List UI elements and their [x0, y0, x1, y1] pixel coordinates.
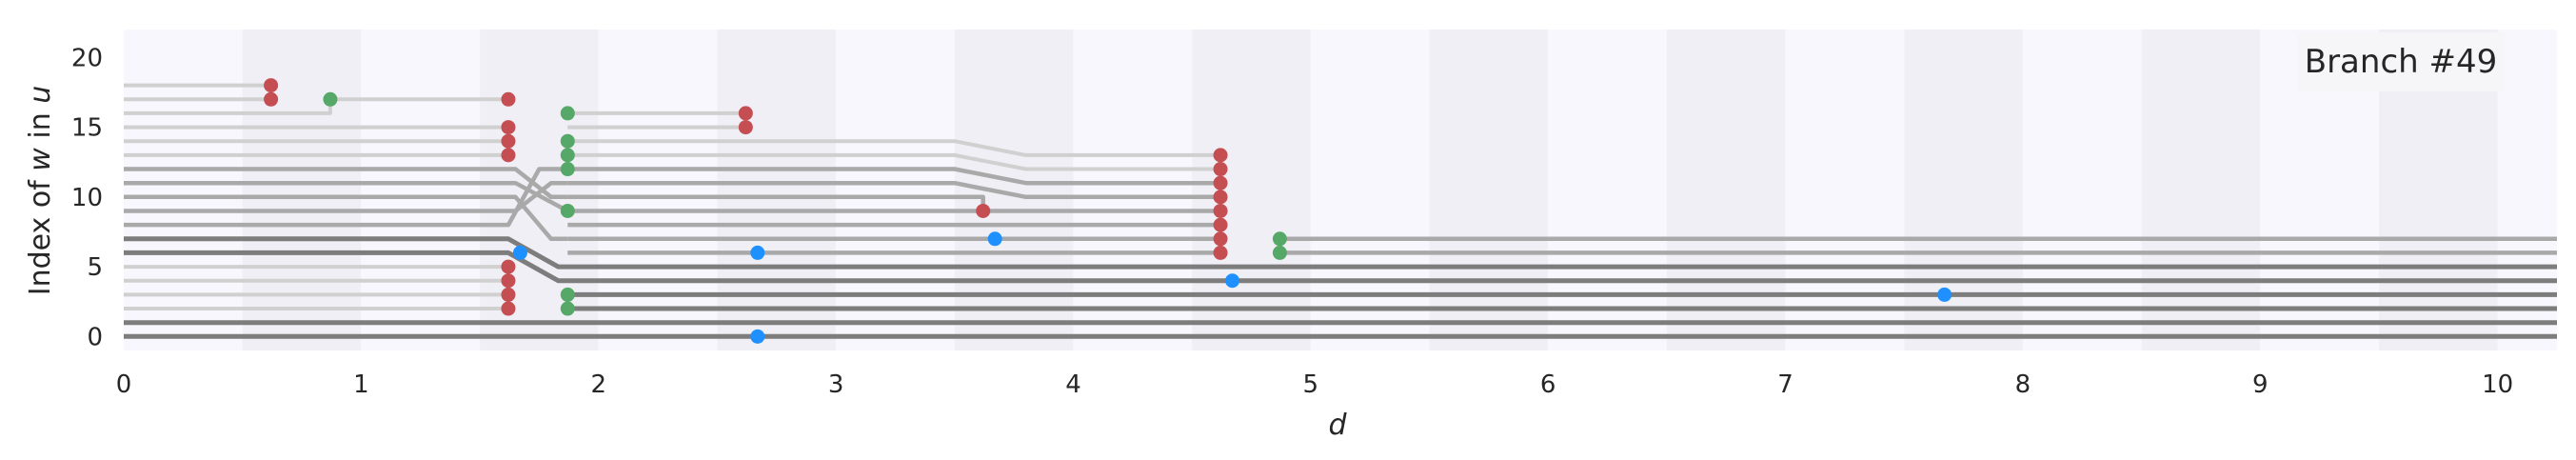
- start-marker: [1213, 231, 1228, 247]
- end-marker: [323, 91, 338, 107]
- start-marker: [1213, 203, 1228, 218]
- x-tick-label: 7: [1777, 370, 1793, 399]
- start-marker: [501, 273, 516, 289]
- y-tick-label: 15: [71, 114, 103, 143]
- start-marker: [1213, 217, 1228, 232]
- event-marker: [987, 231, 1002, 247]
- event-marker: [750, 245, 765, 260]
- y-tick-label: 0: [87, 323, 103, 351]
- series-line: [124, 194, 568, 242]
- background-band: [1310, 30, 1430, 350]
- series-line: [567, 167, 1221, 186]
- background-band: [1548, 30, 1667, 350]
- start-marker: [501, 259, 516, 274]
- start-marker: [264, 91, 279, 107]
- x-tick-label: 1: [353, 370, 369, 399]
- x-tick-label: 5: [1303, 370, 1319, 399]
- end-marker: [1272, 245, 1287, 260]
- event-marker: [1225, 273, 1240, 289]
- start-marker: [501, 301, 516, 316]
- background-band: [2141, 30, 2261, 350]
- start-marker: [1213, 175, 1228, 190]
- background-band: [717, 30, 837, 350]
- y-tick-label: 20: [71, 44, 103, 72]
- start-marker: [501, 120, 516, 135]
- end-marker: [560, 106, 575, 121]
- x-tick-label: 6: [1540, 370, 1556, 399]
- end-marker: [560, 162, 575, 177]
- start-marker: [1213, 162, 1228, 177]
- y-axis-label: Index of w in u: [24, 86, 57, 296]
- start-marker: [1213, 148, 1228, 163]
- background-band: [1192, 30, 1311, 350]
- start-marker: [501, 91, 516, 107]
- event-marker: [1937, 287, 1952, 302]
- series-line: [124, 250, 2557, 284]
- legend-box: [2297, 32, 2505, 91]
- background-bands: [124, 30, 2557, 350]
- event-marker: [512, 245, 527, 260]
- background-band: [124, 30, 243, 350]
- x-tick-label: 3: [828, 370, 844, 399]
- y-tick-label: 10: [71, 184, 103, 212]
- start-marker: [501, 133, 516, 149]
- y-axis-label-part: in: [24, 104, 57, 148]
- background-band: [1429, 30, 1549, 350]
- background-band: [836, 30, 955, 350]
- legend: Branch #49: [2297, 32, 2505, 91]
- end-marker: [560, 287, 575, 302]
- plot-area: [124, 30, 2557, 350]
- x-tick-label: 10: [2482, 370, 2513, 399]
- background-band: [1785, 30, 1905, 350]
- end-marker: [560, 203, 575, 218]
- start-marker: [1213, 190, 1228, 205]
- background-band: [2497, 30, 2557, 350]
- series-line: [124, 167, 568, 228]
- end-marker: [560, 148, 575, 163]
- start-marker: [501, 287, 516, 302]
- series-lines: [124, 83, 2557, 339]
- background-band: [2022, 30, 2142, 350]
- end-marker: [1272, 231, 1287, 247]
- event-markers: [264, 78, 1952, 344]
- background-band: [598, 30, 718, 350]
- x-tick-label: 9: [2252, 370, 2269, 399]
- event-marker: [750, 329, 765, 344]
- series-line: [567, 139, 1221, 157]
- start-marker: [738, 120, 753, 135]
- series-line: [124, 180, 569, 213]
- y-axis-label-var: u: [24, 86, 57, 104]
- background-band: [361, 30, 481, 350]
- y-tick-label: 5: [87, 253, 103, 282]
- background-band: [242, 30, 362, 350]
- x-tick-label: 8: [2015, 370, 2031, 399]
- y-axis-ticks: 0 5 10 15 20: [71, 44, 103, 351]
- series-line: [567, 180, 1221, 200]
- legend-label: Branch #49: [2305, 43, 2498, 81]
- background-band: [1666, 30, 1786, 350]
- x-tick-label: 0: [116, 370, 132, 399]
- series-line: [124, 180, 568, 213]
- start-marker: [264, 78, 279, 93]
- x-axis-ticks: 0 1 2 3 4 5 6 7 8 9 10: [116, 370, 2513, 399]
- end-marker: [560, 133, 575, 149]
- series-line: [124, 236, 2557, 270]
- background-band: [1904, 30, 2023, 350]
- start-marker: [738, 106, 753, 121]
- y-axis-label-var: w: [24, 148, 57, 171]
- background-band: [1073, 30, 1193, 350]
- start-marker: [501, 148, 516, 163]
- x-tick-label: 4: [1065, 370, 1081, 399]
- x-axis-label: d: [1328, 409, 1347, 442]
- start-marker: [1213, 245, 1228, 260]
- y-axis-label-part: Index of: [24, 171, 57, 296]
- series-line: [567, 152, 1221, 171]
- x-tick-label: 2: [590, 370, 606, 399]
- start-marker: [976, 203, 991, 218]
- background-band: [954, 30, 1074, 350]
- end-marker: [560, 301, 575, 316]
